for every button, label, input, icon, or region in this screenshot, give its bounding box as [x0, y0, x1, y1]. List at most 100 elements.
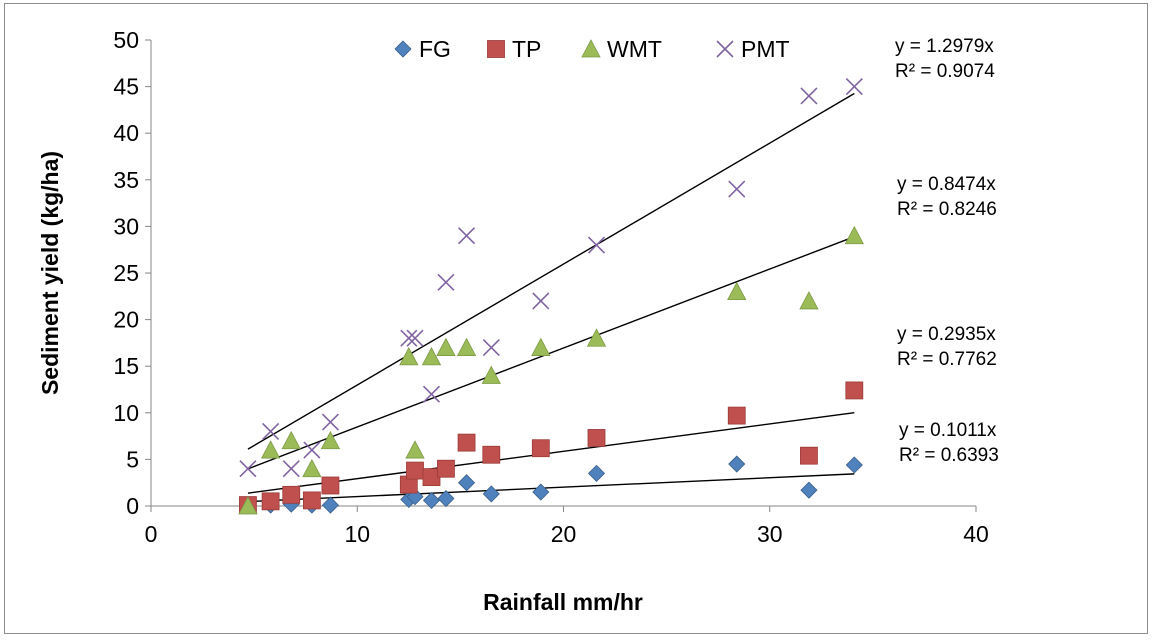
r-squared-wmt: R² = 0.8246: [897, 199, 997, 220]
point-pmt: [482, 338, 500, 357]
point-pmt: [457, 227, 476, 245]
data-points: [238, 78, 864, 515]
x-marker-stroke: [321, 413, 340, 431]
point-tp: [482, 445, 501, 464]
point-wmt: [405, 440, 425, 459]
scatter-plot: 0 5 10 15 20 25 30 35 40 45 50 0 10 20 30 40 FG TP WMT PMT…: [37, 27, 999, 615]
trendline-fg: [247, 473, 855, 503]
point-tp: [845, 381, 864, 400]
point-pmt: [587, 236, 606, 254]
legend-label-pmt: PMT: [741, 36, 790, 62]
point-pmt: [728, 180, 746, 198]
point-tp: [587, 429, 606, 447]
x-marker-stroke: [728, 180, 746, 198]
x-marker-stroke: [457, 227, 476, 245]
x-marker-stroke: [400, 329, 418, 347]
point-tp: [321, 476, 340, 495]
point-wmt: [320, 430, 341, 450]
point-pmt: [303, 441, 321, 459]
point-tp: [457, 433, 476, 452]
point-wmt: [727, 281, 747, 301]
equation-fg: y = 0.1011x: [899, 420, 997, 441]
legend-marker-pmt: [716, 40, 734, 58]
point-wmt: [436, 337, 456, 356]
legend-label-fg: FG: [419, 36, 451, 62]
x-tick-label: 30: [757, 521, 783, 547]
x-marker-stroke: [282, 460, 300, 478]
point-fg: [728, 455, 746, 473]
legend: FG TP WMT PMT: [394, 36, 790, 62]
y-tick-label: 35: [113, 167, 139, 193]
x-marker-stroke: [303, 441, 321, 459]
x-tick-label: 0: [145, 521, 158, 547]
trendline-equations: y = 0.1011x R² = 0.6393 y = 0.2935x R² = 0.…: [895, 36, 999, 466]
point-tp: [282, 485, 301, 504]
point-tp: [261, 492, 280, 511]
point-fg: [532, 483, 550, 501]
trendline-wmt: [247, 236, 855, 470]
point-tp: [302, 491, 321, 510]
point-pmt: [422, 385, 441, 403]
point-pmt: [532, 292, 550, 310]
point-wmt: [302, 458, 322, 478]
y-tick-label: 20: [113, 307, 139, 333]
point-wmt: [456, 337, 477, 356]
legend-label-tp: TP: [512, 36, 541, 62]
x-marker-stroke: [406, 329, 424, 347]
y-tick-label: 15: [113, 353, 139, 379]
x-marker-stroke: [239, 460, 257, 478]
point-pmt: [262, 422, 280, 441]
r-squared-fg: R² = 0.6393: [899, 445, 999, 466]
point-fg: [800, 481, 818, 499]
point-pmt: [282, 460, 300, 478]
point-wmt: [481, 365, 501, 384]
point-wmt: [799, 291, 819, 310]
point-wmt: [586, 328, 607, 347]
y-tick-label: 50: [113, 27, 139, 53]
equation-wmt: y = 0.8474x: [897, 174, 996, 195]
point-wmt: [531, 337, 551, 356]
y-tick-label: 45: [113, 74, 139, 100]
trendlines: [247, 92, 855, 503]
x-marker-stroke: [587, 236, 606, 254]
point-pmt: [321, 413, 340, 431]
legend-marker-fg: [394, 40, 412, 58]
point-fg: [321, 496, 340, 514]
point-fg: [422, 491, 441, 509]
y-axis-label: Sediment yield (kg/ha): [37, 151, 63, 395]
point-fg: [457, 474, 476, 492]
point-pmt: [800, 87, 818, 105]
y-tick-label: 30: [113, 213, 139, 239]
point-pmt: [437, 273, 455, 291]
point-wmt: [238, 496, 258, 515]
trendline-tp: [247, 412, 855, 494]
point-pmt: [406, 329, 424, 347]
x-tick-label: 20: [551, 521, 577, 547]
x-marker-stroke: [437, 273, 455, 291]
x-marker-stroke: [262, 422, 280, 441]
trendline-pmt: [247, 92, 855, 450]
axis-ticks: 0 5 10 15 20 25 30 35 40 45 50 0 10 20 30 40: [113, 27, 988, 547]
equation-pmt: y = 1.2979x: [895, 36, 994, 57]
point-wmt: [260, 440, 281, 459]
x-marker-stroke: [800, 87, 818, 105]
x-marker-stroke: [716, 40, 734, 58]
point-fg: [587, 464, 606, 482]
y-tick-label: 25: [113, 260, 139, 286]
x-marker-stroke: [422, 385, 441, 403]
point-wmt: [421, 347, 442, 366]
point-tp: [406, 461, 424, 480]
point-fg: [482, 485, 500, 503]
y-tick-label: 10: [113, 400, 139, 426]
r-squared-tp: R² = 0.7762: [897, 349, 997, 370]
x-axis-label: Rainfall mm/hr: [483, 589, 643, 615]
x-marker-stroke: [532, 292, 550, 310]
x-marker-stroke: [845, 78, 863, 96]
x-tick-label: 40: [963, 521, 989, 547]
x-marker-stroke: [482, 338, 500, 357]
point-wmt: [281, 430, 301, 450]
equation-tp: y = 0.2935x: [897, 324, 996, 345]
r-squared-pmt: R² = 0.9074: [895, 61, 995, 82]
point-tp: [437, 459, 455, 478]
y-tick-label: 40: [113, 120, 139, 146]
